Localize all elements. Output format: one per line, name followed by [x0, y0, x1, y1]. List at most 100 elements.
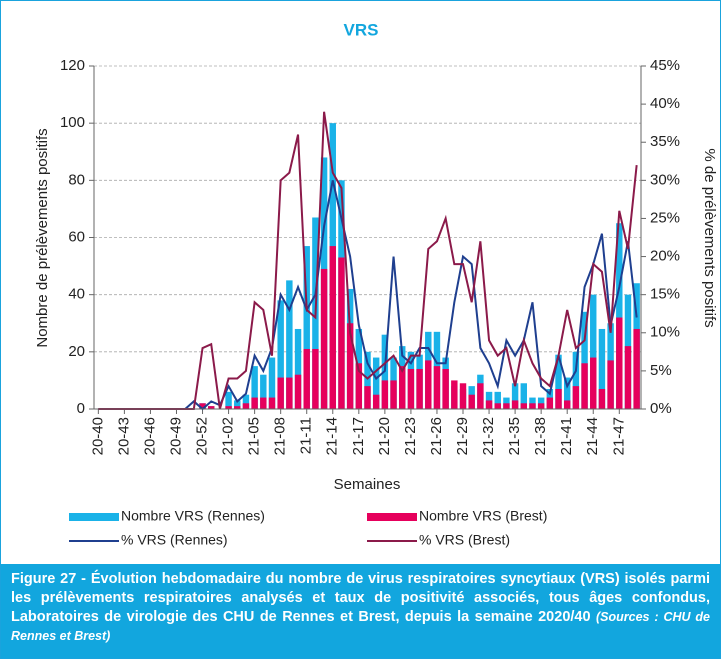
- bar: [242, 403, 250, 409]
- y-tick-label: 40: [68, 286, 85, 303]
- x-tick-label: 20-43: [115, 417, 132, 455]
- x-tick-label: 20-52: [194, 417, 211, 455]
- bar: [338, 257, 345, 409]
- x-tick-label: 21-08: [272, 417, 289, 455]
- legend-label: Nombre VRS (Rennes): [121, 508, 265, 524]
- x-tick-label: 21-44: [584, 417, 601, 455]
- bar: [234, 400, 241, 409]
- bar: [390, 380, 397, 409]
- bar: [260, 397, 267, 409]
- bar: [451, 380, 458, 409]
- x-tick-label: 21-29: [454, 417, 471, 455]
- line: [98, 180, 638, 411]
- bar: [633, 328, 640, 409]
- x-tick-label: 21-02: [220, 417, 237, 455]
- x-tick-label: 20-40: [89, 417, 106, 455]
- y2-tick-label: 45%: [650, 57, 680, 74]
- bar: [199, 403, 206, 409]
- y2-tick-label: 0%: [650, 400, 672, 417]
- legend-swatch: [367, 513, 417, 521]
- bar: [529, 403, 536, 409]
- x-tick-label: 21-35: [506, 417, 523, 455]
- bar: [555, 354, 562, 409]
- bar: [372, 394, 380, 409]
- x-tick-label: 20-46: [141, 417, 158, 455]
- y2-tick-label: 35%: [650, 133, 680, 150]
- bar: [511, 400, 519, 409]
- x-tick-label: 21-38: [532, 417, 549, 455]
- bar: [286, 280, 293, 409]
- legend-label: Nombre VRS (Brest): [419, 508, 547, 524]
- bar: [546, 397, 554, 409]
- bar: [555, 388, 562, 409]
- bar: [399, 366, 406, 409]
- y2-tick-label: 30%: [650, 171, 680, 188]
- bar: [442, 368, 449, 409]
- bar: [563, 377, 571, 409]
- x-tick-label: 20-49: [167, 417, 184, 455]
- legend-label: % VRS (Brest): [419, 532, 510, 548]
- bar: [468, 394, 475, 409]
- x-tick-label: 21-32: [480, 417, 497, 455]
- bar: [242, 394, 250, 409]
- bar: [286, 377, 293, 409]
- bar: [294, 374, 302, 409]
- y2-tick-label: 15%: [650, 286, 680, 303]
- y2-tick-label: 10%: [650, 324, 680, 341]
- bar: [590, 294, 597, 409]
- bar: [329, 246, 336, 409]
- bar: [277, 300, 284, 409]
- bar: [598, 388, 606, 409]
- bar: [225, 391, 232, 409]
- bar: [616, 317, 623, 409]
- bar: [225, 406, 232, 409]
- bar: [425, 360, 432, 409]
- bar: [624, 346, 632, 409]
- caption-source: (Sources : CHU de Rennes et Brest): [11, 610, 711, 643]
- bar: [520, 403, 527, 409]
- y-tick-label: 80: [68, 171, 85, 188]
- x-tick-label: 21-14: [324, 417, 341, 455]
- bar: [355, 363, 363, 409]
- bar: [268, 357, 276, 409]
- x-tick-label: 21-47: [610, 417, 627, 455]
- bar: [477, 383, 484, 409]
- y-tick-label: 100: [60, 114, 85, 131]
- bar: [616, 223, 623, 409]
- y2-tick-label: 5%: [650, 362, 672, 379]
- bar: [277, 377, 284, 409]
- bar: [312, 348, 319, 409]
- bar: [381, 380, 389, 409]
- x-tick-label: 21-20: [376, 417, 393, 455]
- bar: [503, 403, 510, 409]
- bar: [520, 383, 527, 409]
- bar: [260, 374, 267, 409]
- legend-swatch: [69, 513, 119, 521]
- bar: [208, 406, 215, 409]
- bar: [581, 311, 588, 409]
- y-tick-label: 20: [68, 343, 85, 360]
- y2-tick-label: 20%: [650, 248, 680, 265]
- bar: [459, 383, 467, 409]
- bar: [581, 363, 588, 409]
- x-tick-label: 21-41: [558, 417, 575, 455]
- y-tick-label: 0: [77, 400, 85, 417]
- y-tick-label: 120: [60, 57, 85, 74]
- bar: [364, 351, 371, 409]
- caption: Figure 27 - Évolution hebdomadaire du no…: [1, 564, 720, 658]
- x-tick-label: 21-05: [246, 417, 263, 455]
- bar: [511, 383, 519, 409]
- caption-text: Figure 27 - Évolution hebdomadaire du no…: [11, 571, 710, 625]
- legend-label: % VRS (Rennes): [121, 532, 228, 548]
- y-tick-label: 60: [68, 228, 85, 245]
- y2-axis-title: % de prélèvements positifs: [701, 148, 718, 327]
- bar: [251, 397, 258, 409]
- bar: [407, 368, 415, 409]
- y-axis-title: Nombre de prélèvements positifs: [34, 128, 51, 347]
- chart: VRS Nombre de prélèvements positifs % de…: [34, 20, 718, 548]
- bar: [320, 268, 328, 409]
- x-axis-title: Semaines: [334, 476, 401, 493]
- bar: [234, 406, 241, 409]
- bar: [598, 328, 606, 409]
